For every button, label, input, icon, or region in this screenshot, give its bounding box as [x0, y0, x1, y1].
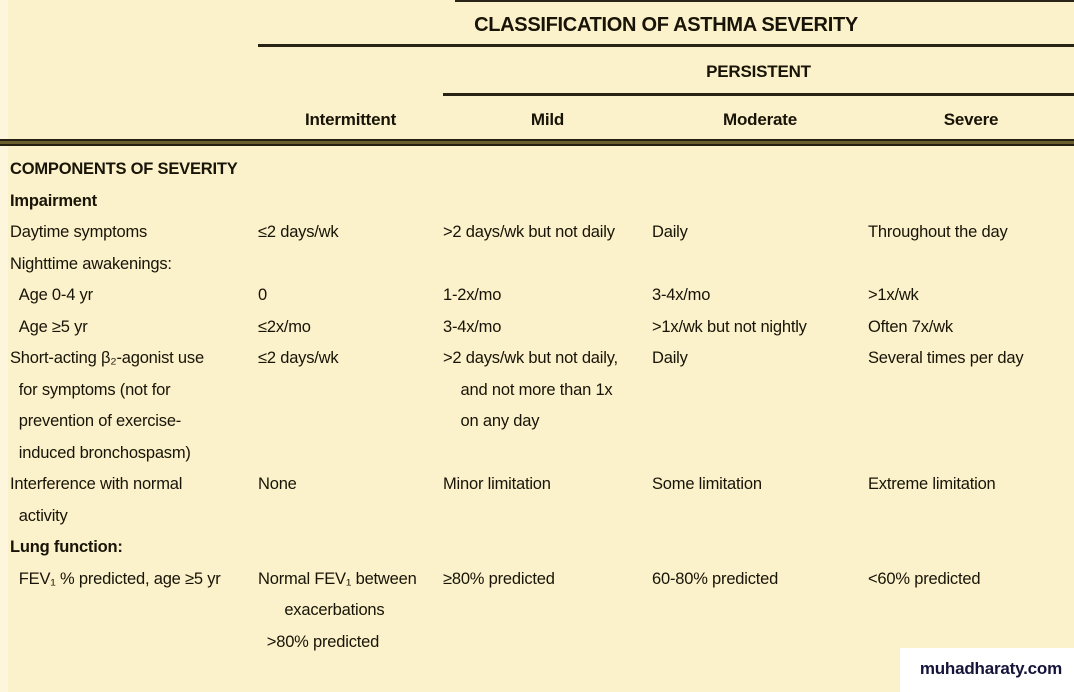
- table-header: CLASSIFICATION OF ASTHMA SEVERITY PERSIS…: [0, 0, 1074, 146]
- row-label: Age 0-4 yr: [10, 286, 93, 304]
- cell-mild: 1-2x/mo: [443, 286, 502, 304]
- table-body: COMPONENTS OF SEVERITY Impairment Daytim…: [0, 146, 1074, 658]
- cell-severe: <60% predicted: [868, 569, 981, 588]
- persistent-group-label: PERSISTENT: [706, 62, 811, 81]
- table-row-saba-use: Short-acting β₂-agonist use for symptoms…: [10, 343, 1074, 469]
- row-label: Lung function:: [10, 538, 123, 556]
- cell-mild: >2 days/wk but not daily, and not more t…: [443, 349, 618, 430]
- column-header-spacer: [10, 107, 258, 133]
- cell-intermittent: ≤2 days/wk: [258, 349, 339, 367]
- row-label: Short-acting β₂-agonist use for symptoms…: [10, 349, 204, 462]
- left-edge-highlight: [0, 0, 8, 692]
- cell-moderate: 3-4x/mo: [652, 286, 711, 304]
- cell-mild: 3-4x/mo: [443, 317, 502, 336]
- section-heading: COMPONENTS OF SEVERITY: [10, 160, 238, 178]
- cell-intermittent: ≤2 days/wk: [258, 223, 339, 241]
- column-header-intermittent: Intermittent: [304, 110, 397, 129]
- cell-severe: Throughout the day: [868, 223, 1008, 241]
- row-label: Daytime symptoms: [10, 223, 148, 241]
- table-row-daytime-symptoms: Daytime symptoms ≤2 days/wk >2 days/wk b…: [10, 217, 1074, 249]
- cell-moderate: >1x/wk but not nightly: [652, 317, 807, 336]
- cell-mild: >2 days/wk but not daily: [443, 223, 615, 241]
- cell-severe: Often 7x/wk: [868, 317, 953, 336]
- row-label: Impairment: [10, 191, 97, 210]
- title-area: CLASSIFICATION OF ASTHMA SEVERITY: [258, 0, 1074, 47]
- cell-mild: ≥80% predicted: [443, 569, 555, 588]
- column-header-mild: Mild: [530, 110, 565, 129]
- cell-severe: >1x/wk: [868, 286, 919, 304]
- row-label: FEV₁ % predicted, age ≥5 yr: [10, 569, 221, 588]
- table-row-age-0-4: Age 0-4 yr 0 1-2x/mo 3-4x/mo >1x/wk: [10, 280, 1074, 312]
- persistent-group: PERSISTENT: [443, 60, 1074, 96]
- cell-severe: Several times per day: [868, 349, 1024, 367]
- watermark-text: muhadharaty.com: [919, 659, 1062, 678]
- row-label: Interference with normal activity: [10, 475, 183, 525]
- column-header-moderate: Moderate: [723, 110, 797, 129]
- table-row-fev1: FEV₁ % predicted, age ≥5 yr Normal FEV₁ …: [10, 564, 1074, 659]
- top-edge-line: [455, 0, 1074, 2]
- cell-intermittent: 0: [258, 286, 267, 304]
- title-underline: [258, 44, 1074, 47]
- cell-intermittent: ≤2x/mo: [258, 317, 311, 336]
- cell-moderate: Daily: [652, 223, 688, 241]
- column-header-severe: Severe: [943, 110, 999, 129]
- column-header-row: Intermittent Mild Moderate Severe: [10, 107, 1074, 133]
- row-label: Age ≥5 yr: [10, 317, 88, 336]
- cell-severe: Extreme limitation: [868, 475, 996, 493]
- page-title: CLASSIFICATION OF ASTHMA SEVERITY: [474, 14, 858, 36]
- table-row-age-5plus: Age ≥5 yr ≤2x/mo 3-4x/mo >1x/wk but not …: [10, 312, 1074, 344]
- table-row-nighttime-awakenings: Nighttime awakenings:: [10, 249, 1074, 281]
- cell-intermittent: Normal FEV₁ between exacerbations >80% p…: [258, 569, 417, 651]
- table-row-lung-function: Lung function:: [10, 532, 1074, 564]
- header-divider: [0, 139, 1074, 146]
- table-row-interference: Interference with normal activity None M…: [10, 469, 1074, 532]
- table-row-components-heading: COMPONENTS OF SEVERITY: [10, 154, 1074, 186]
- cell-moderate: 60-80% predicted: [652, 569, 779, 588]
- cell-moderate: Some limitation: [652, 475, 762, 493]
- cell-intermittent: None: [258, 475, 297, 493]
- watermark-badge: muhadharaty.com: [899, 648, 1074, 692]
- persistent-underline: [443, 93, 1074, 96]
- row-label: Nighttime awakenings:: [10, 254, 172, 273]
- cell-mild: Minor limitation: [443, 475, 551, 493]
- table-row-impairment: Impairment: [10, 186, 1074, 218]
- cell-moderate: Daily: [652, 349, 688, 367]
